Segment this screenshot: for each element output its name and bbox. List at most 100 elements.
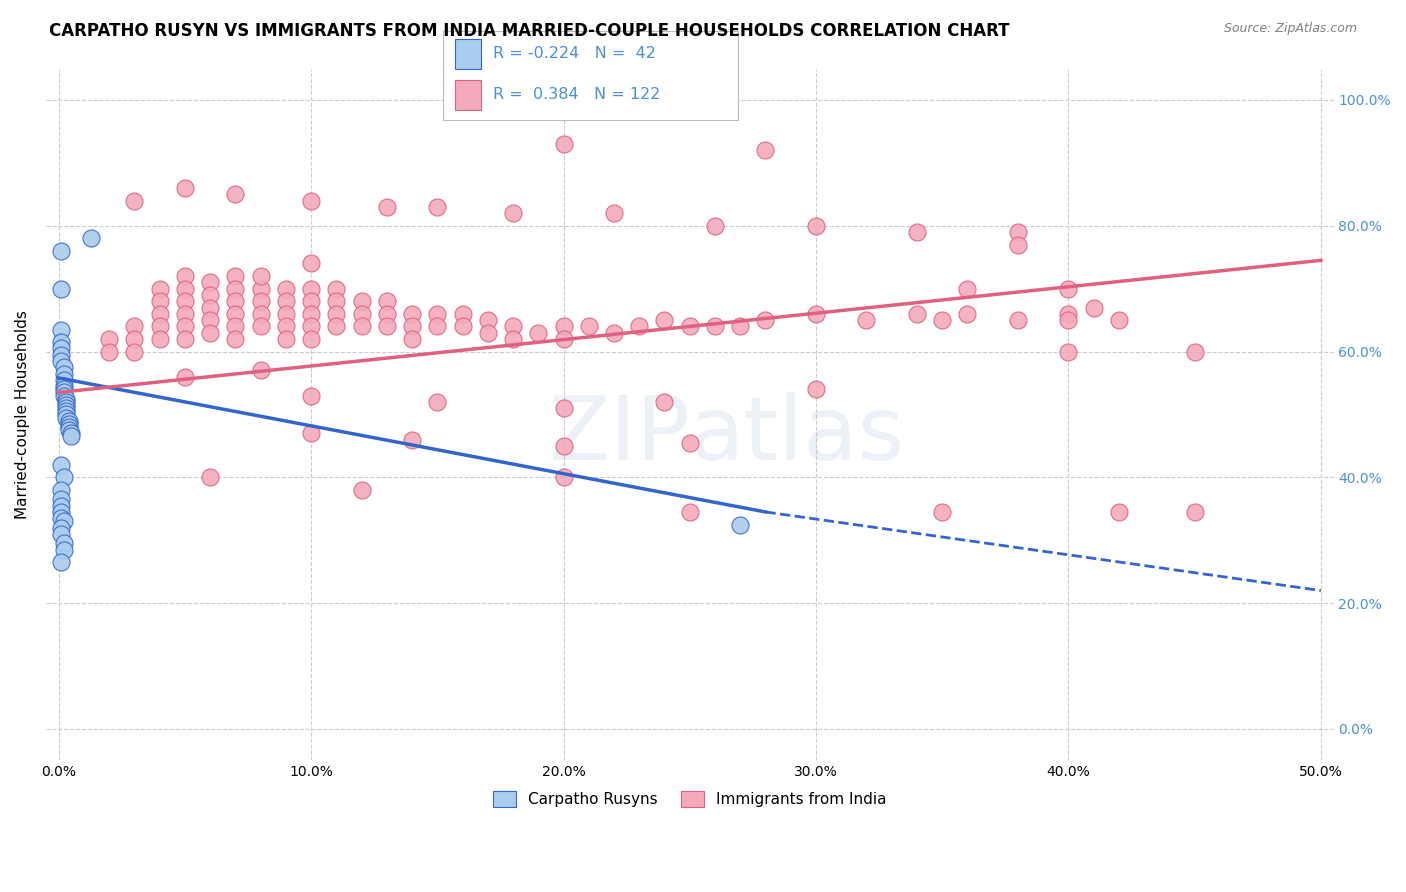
Point bbox=[679, 319, 702, 334]
Point bbox=[148, 307, 170, 321]
Point bbox=[55, 408, 77, 422]
Point bbox=[1007, 225, 1029, 239]
Point bbox=[148, 319, 170, 334]
Point bbox=[728, 319, 751, 334]
Point bbox=[502, 319, 524, 334]
Point bbox=[49, 348, 72, 362]
Point bbox=[249, 307, 271, 321]
Point bbox=[350, 307, 373, 321]
Text: Source: ZipAtlas.com: Source: ZipAtlas.com bbox=[1223, 22, 1357, 36]
Point bbox=[49, 335, 72, 350]
Point bbox=[401, 319, 423, 334]
Point bbox=[49, 555, 72, 569]
Point bbox=[1057, 313, 1080, 327]
Point bbox=[502, 332, 524, 346]
Point bbox=[98, 344, 121, 359]
Point bbox=[49, 354, 72, 368]
Point bbox=[274, 294, 297, 309]
Point bbox=[58, 417, 80, 431]
Point bbox=[173, 332, 195, 346]
Point bbox=[58, 414, 80, 428]
Point bbox=[52, 385, 75, 400]
Point bbox=[325, 307, 347, 321]
Point bbox=[55, 395, 77, 409]
Point bbox=[1108, 313, 1130, 327]
Y-axis label: Married-couple Households: Married-couple Households bbox=[15, 310, 30, 519]
Point bbox=[198, 301, 221, 315]
Point bbox=[198, 276, 221, 290]
Point bbox=[49, 499, 72, 513]
Point bbox=[224, 269, 246, 284]
Point bbox=[401, 307, 423, 321]
Point bbox=[55, 410, 77, 425]
Point bbox=[49, 527, 72, 541]
Point bbox=[350, 483, 373, 497]
Point bbox=[124, 194, 146, 208]
Point bbox=[375, 307, 398, 321]
Point bbox=[55, 401, 77, 416]
Point bbox=[299, 332, 322, 346]
Point bbox=[58, 423, 80, 437]
Point bbox=[173, 282, 195, 296]
Point bbox=[55, 398, 77, 412]
Point bbox=[1007, 237, 1029, 252]
Point bbox=[224, 319, 246, 334]
Point bbox=[173, 369, 195, 384]
Point bbox=[148, 332, 170, 346]
Point bbox=[52, 373, 75, 387]
Point bbox=[249, 269, 271, 284]
Point bbox=[49, 521, 72, 535]
Point bbox=[124, 332, 146, 346]
FancyBboxPatch shape bbox=[454, 39, 481, 69]
Text: R =  0.384   N = 122: R = 0.384 N = 122 bbox=[494, 87, 661, 102]
Point bbox=[299, 282, 322, 296]
Point bbox=[553, 136, 575, 151]
Point bbox=[173, 307, 195, 321]
Point bbox=[49, 458, 72, 472]
Point bbox=[603, 326, 626, 340]
Point bbox=[451, 319, 474, 334]
Point bbox=[603, 206, 626, 220]
Point bbox=[679, 435, 702, 450]
Point bbox=[804, 382, 827, 396]
Point bbox=[49, 505, 72, 519]
Point bbox=[426, 395, 449, 409]
Point bbox=[52, 388, 75, 402]
Point bbox=[52, 470, 75, 484]
Point bbox=[274, 332, 297, 346]
Point bbox=[299, 307, 322, 321]
Point bbox=[249, 282, 271, 296]
Point bbox=[654, 313, 676, 327]
Point bbox=[249, 294, 271, 309]
Point bbox=[1184, 344, 1206, 359]
Point bbox=[325, 282, 347, 296]
Point bbox=[98, 332, 121, 346]
Point bbox=[1007, 313, 1029, 327]
Point bbox=[49, 492, 72, 507]
Point bbox=[274, 307, 297, 321]
Point bbox=[224, 187, 246, 202]
Point bbox=[451, 307, 474, 321]
Point bbox=[553, 401, 575, 416]
Point bbox=[299, 194, 322, 208]
Point bbox=[375, 200, 398, 214]
Point bbox=[249, 363, 271, 377]
FancyBboxPatch shape bbox=[454, 80, 481, 110]
Point bbox=[804, 307, 827, 321]
Point bbox=[375, 294, 398, 309]
Point bbox=[1083, 301, 1105, 315]
Point bbox=[124, 319, 146, 334]
Text: ZIP: ZIP bbox=[548, 392, 690, 479]
Point bbox=[679, 505, 702, 519]
Point bbox=[553, 332, 575, 346]
Point bbox=[553, 439, 575, 453]
Point bbox=[728, 517, 751, 532]
Point bbox=[249, 319, 271, 334]
Point bbox=[198, 326, 221, 340]
Point bbox=[124, 344, 146, 359]
Point bbox=[198, 288, 221, 302]
Point bbox=[350, 294, 373, 309]
Point bbox=[274, 319, 297, 334]
Point bbox=[804, 219, 827, 233]
Point bbox=[49, 244, 72, 258]
